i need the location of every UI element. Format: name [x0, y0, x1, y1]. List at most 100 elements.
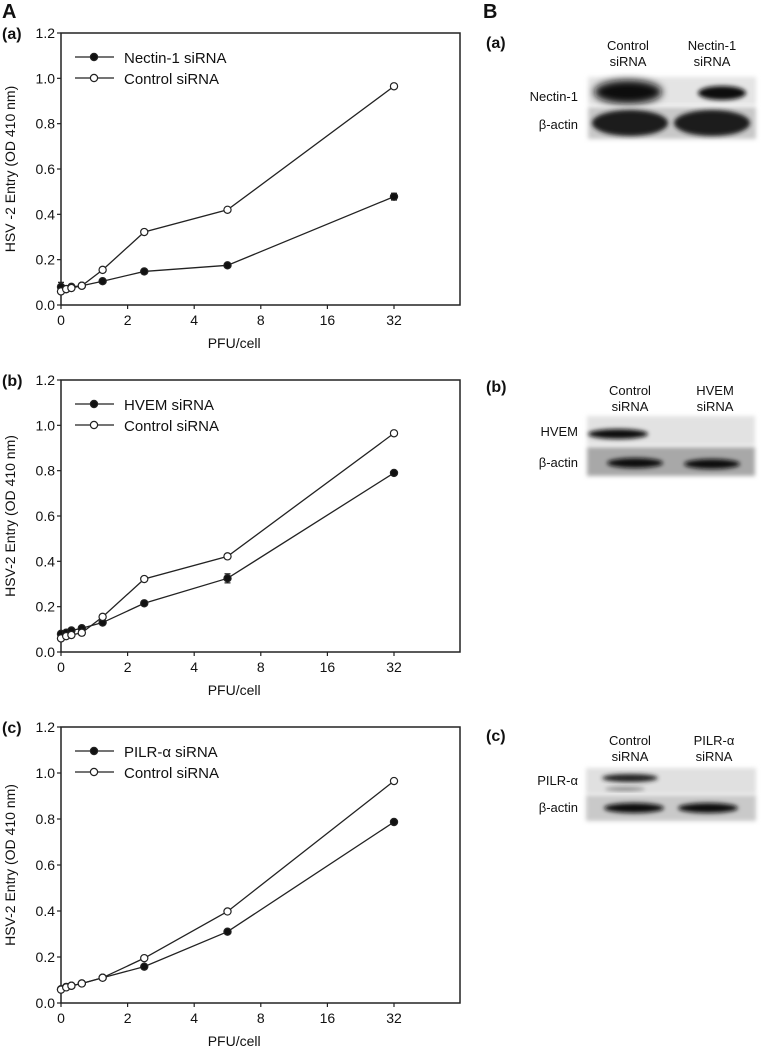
- lane-label: Control: [607, 38, 649, 53]
- data-point: [223, 205, 232, 214]
- series-knockdown: Nectin-1 siRNA: [56, 50, 399, 294]
- y-axis-label: HSV-2 Entry (OD 410 nm): [2, 784, 18, 946]
- lane-label: siRNA: [696, 749, 733, 764]
- data-point: [140, 953, 149, 963]
- plot-frame: [60, 32, 461, 306]
- row-label: Nectin-1: [530, 89, 578, 104]
- x-tick-label: 32: [386, 1010, 402, 1026]
- data-point: [140, 267, 149, 276]
- series-line: [60, 85, 395, 292]
- y-tick-label: 1.0: [36, 417, 56, 433]
- data-point: [77, 628, 87, 637]
- data-point: [77, 281, 87, 290]
- series-line: [60, 432, 395, 639]
- y-tick-label: 1.0: [36, 70, 56, 86]
- western-blot-b: (b) Control siRNA HVEM siRNA HVEM β-acti…: [486, 379, 755, 476]
- band: [678, 803, 738, 813]
- y-tick-label: 1.2: [36, 719, 56, 735]
- row-label: HVEM: [540, 424, 578, 439]
- data-point: [389, 468, 399, 478]
- y-tick-label: 0.0: [36, 995, 56, 1011]
- lane-label: siRNA: [697, 399, 734, 414]
- y-tick-label: 1.2: [36, 25, 56, 41]
- plot-frame: [60, 726, 461, 1004]
- x-tick-label: 8: [257, 659, 265, 675]
- charts: (a) 0.0 0.2 0.4 0.6 0.8 1.0 1.2 0 2 4 8 16 32 PFU/cell…: [2, 25, 461, 1049]
- legend-label: PILR-α siRNA: [124, 744, 218, 761]
- chart-panel-label: (a): [2, 26, 22, 43]
- y-axis-label: HSV -2 Entry (OD 410 nm): [2, 86, 18, 253]
- y-tick-label: 0.6: [36, 161, 56, 177]
- data-point: [140, 227, 149, 237]
- lane-label: Control: [609, 383, 651, 398]
- data-point: [67, 283, 76, 293]
- x-tick-label: 0: [57, 312, 65, 328]
- data-point: [389, 192, 399, 201]
- series-line: [60, 821, 395, 990]
- y-tick-label: 1.0: [36, 765, 56, 781]
- data-point: [389, 776, 399, 786]
- data-point: [223, 907, 232, 916]
- y-tick-label: 0.4: [36, 903, 56, 919]
- legend-marker: [89, 420, 99, 430]
- legend-label: Control siRNA: [124, 765, 219, 782]
- data-point: [140, 599, 149, 608]
- series-knockdown: PILR-α siRNA: [56, 744, 399, 994]
- band: [698, 86, 746, 100]
- row-label: β-actin: [539, 800, 578, 815]
- series-control: Control siRNA: [56, 71, 399, 296]
- y-tick-label: 0.2: [36, 252, 56, 268]
- row-label: β-actin: [539, 117, 578, 132]
- legend-marker: [89, 73, 99, 83]
- y-tick-label: 0.0: [36, 644, 56, 660]
- lane-label: siRNA: [612, 749, 649, 764]
- data-point: [98, 973, 107, 982]
- x-tick-label: 16: [320, 1010, 336, 1026]
- y-tick-label: 0.6: [36, 508, 56, 524]
- y-tick-label: 0.6: [36, 857, 56, 873]
- row-label: β-actin: [539, 455, 578, 470]
- x-axis-label: PFU/cell: [208, 1033, 261, 1049]
- x-tick-label: 32: [386, 659, 402, 675]
- legend-marker: [89, 767, 99, 777]
- data-point: [389, 82, 399, 91]
- data-point: [140, 962, 149, 971]
- lane-label: siRNA: [612, 399, 649, 414]
- western-blot-c: (c) Control siRNA PILR-α siRNA PILR-α β-…: [486, 728, 756, 821]
- x-tick-label: 4: [190, 659, 198, 675]
- x-axis-label: PFU/cell: [208, 335, 261, 351]
- legend-marker: [89, 399, 99, 409]
- data-point: [223, 552, 232, 561]
- x-tick-label: 8: [257, 312, 265, 328]
- x-axis-label: PFU/cell: [208, 682, 261, 698]
- band: [607, 458, 663, 468]
- series-control: Control siRNA: [56, 418, 399, 643]
- x-tick-label: 0: [57, 659, 65, 675]
- data-point: [98, 277, 107, 286]
- band: [684, 459, 740, 469]
- lane-label: HVEM: [696, 383, 734, 398]
- lane-label: siRNA: [610, 54, 647, 69]
- lane-label: siRNA: [694, 54, 731, 69]
- x-tick-label: 8: [257, 1010, 265, 1026]
- lane-label: PILR-α: [694, 733, 735, 748]
- western-blot-a: (a) Control siRNA Nectin-1 siRNA Nectin-…: [486, 35, 756, 139]
- chart-panel-label: (c): [2, 720, 22, 737]
- band: [592, 110, 668, 136]
- y-tick-label: 0.2: [36, 949, 56, 965]
- data-point: [98, 265, 107, 275]
- x-tick-label: 16: [320, 659, 336, 675]
- data-point: [140, 574, 149, 584]
- band: [602, 774, 658, 782]
- x-tick-label: 4: [190, 312, 198, 328]
- x-tick-label: 2: [124, 1010, 132, 1026]
- x-tick-label: 2: [124, 312, 132, 328]
- data-point: [223, 261, 232, 270]
- series-line: [60, 780, 395, 991]
- band: [674, 110, 750, 136]
- legend-label: HVEM siRNA: [124, 397, 214, 414]
- x-tick-label: 2: [124, 659, 132, 675]
- y-tick-label: 0.4: [36, 553, 56, 569]
- chart-c: (c) 0.0 0.2 0.4 0.6 0.8 1.0 1.2 0 2 4 8 16 32 PFU/cell…: [2, 719, 461, 1049]
